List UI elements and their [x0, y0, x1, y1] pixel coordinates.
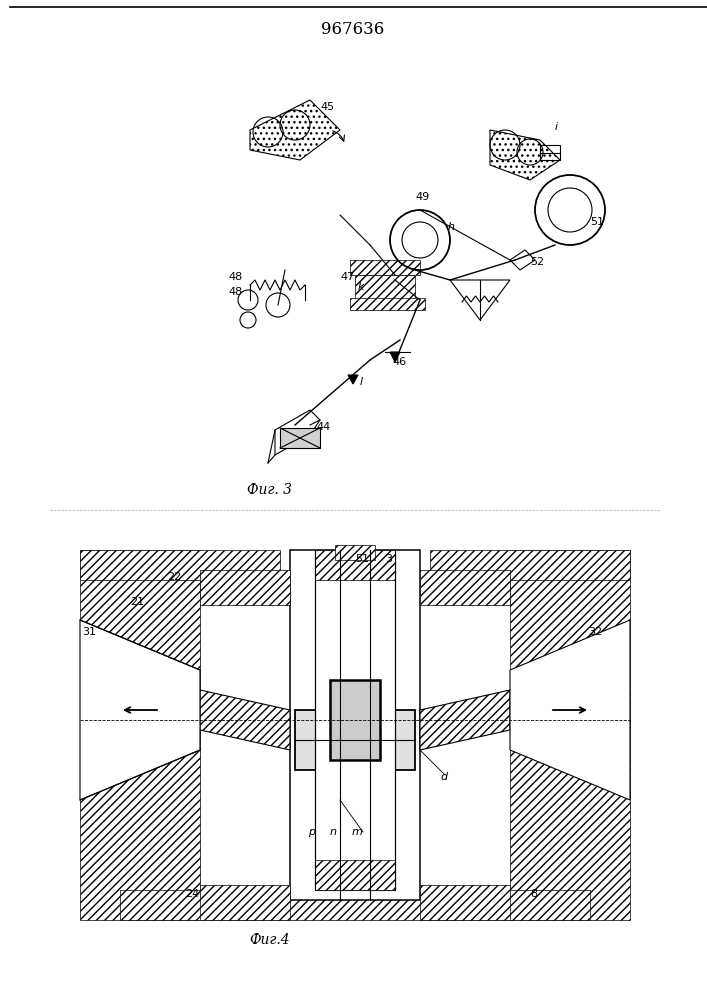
Bar	[120, 890, 590, 920]
Polygon shape	[420, 690, 510, 750]
Bar	[355, 275, 415, 300]
Polygon shape	[200, 690, 290, 750]
Bar	[350, 298, 425, 310]
Polygon shape	[490, 130, 560, 180]
Bar	[430, 550, 630, 580]
Polygon shape	[510, 250, 535, 270]
Text: 21: 21	[130, 597, 144, 607]
Text: 51: 51	[355, 554, 369, 564]
Bar	[420, 885, 510, 920]
Bar	[290, 550, 420, 900]
Text: 22: 22	[167, 572, 181, 582]
Bar	[280, 428, 320, 448]
Text: 31: 31	[82, 627, 96, 637]
Bar	[540, 145, 560, 160]
Bar	[350, 260, 420, 275]
Text: 44: 44	[316, 422, 330, 432]
Polygon shape	[80, 620, 200, 800]
Text: d: d	[440, 772, 447, 782]
Bar	[200, 885, 290, 920]
Text: 52: 52	[530, 257, 544, 267]
Polygon shape	[390, 352, 400, 362]
Bar	[510, 550, 630, 920]
Bar	[315, 550, 395, 890]
Text: 48: 48	[228, 287, 243, 297]
Bar	[315, 550, 395, 580]
Text: 47: 47	[340, 272, 354, 282]
Text: 46: 46	[392, 357, 406, 367]
Text: n: n	[330, 827, 337, 837]
Text: 45: 45	[320, 102, 334, 112]
Bar	[295, 710, 415, 770]
Bar	[420, 570, 510, 605]
Text: p: p	[308, 827, 315, 837]
Text: 32: 32	[588, 627, 602, 637]
Polygon shape	[510, 620, 630, 800]
Text: Фиг.4: Фиг.4	[250, 933, 291, 947]
Text: 51: 51	[590, 217, 604, 227]
Text: Фиг. 3: Фиг. 3	[247, 483, 293, 497]
Bar	[335, 545, 375, 560]
Text: k: k	[358, 282, 365, 292]
Text: 48: 48	[228, 272, 243, 282]
Bar	[80, 550, 280, 580]
Polygon shape	[275, 410, 320, 455]
Text: 24: 24	[185, 889, 199, 899]
Polygon shape	[250, 100, 340, 160]
Text: 3: 3	[385, 554, 392, 564]
Polygon shape	[348, 375, 358, 384]
Text: 967636: 967636	[322, 21, 385, 38]
Bar	[80, 550, 200, 920]
Text: l: l	[360, 377, 363, 387]
Text: h: h	[448, 222, 455, 232]
Bar	[315, 860, 395, 890]
Text: i: i	[555, 122, 558, 132]
Text: 8: 8	[530, 889, 537, 899]
Text: 49: 49	[415, 192, 429, 202]
Bar	[330, 680, 380, 760]
Text: m: m	[352, 827, 363, 837]
Bar	[200, 570, 290, 605]
